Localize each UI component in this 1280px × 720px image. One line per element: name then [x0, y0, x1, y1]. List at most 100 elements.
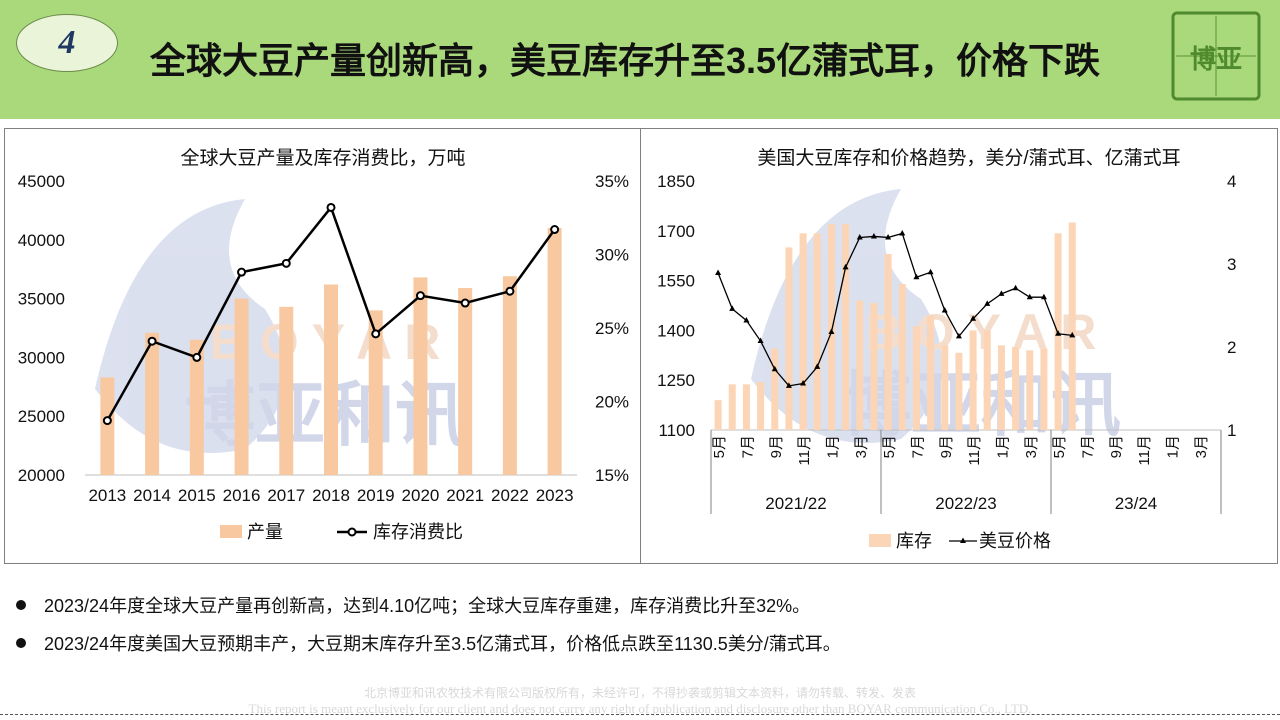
point-price	[715, 269, 722, 275]
point-price	[1026, 293, 1033, 300]
x-tick-label: 5月	[711, 435, 728, 458]
point-stock-ratio	[192, 352, 202, 362]
y-left-tick-label: 1250	[657, 371, 695, 390]
bar-production	[279, 306, 294, 475]
point-stock-ratio	[505, 286, 515, 296]
y-left-tick-label: 30000	[18, 348, 65, 367]
x-tick-label: 2020	[402, 486, 440, 505]
point-price	[941, 306, 948, 313]
x-tick-label: 2014	[133, 486, 171, 505]
point-price	[743, 316, 750, 323]
point-price	[984, 300, 991, 306]
global-soybean-chart-panel: B O Y A R博亚和讯全球大豆产量及库存消费比，万吨450004000035…	[4, 128, 642, 564]
bar-stock	[898, 283, 906, 430]
point-stock-ratio	[237, 267, 247, 277]
slide-number-badge: 4	[16, 14, 118, 72]
bar-stock	[827, 224, 835, 430]
bar-stock	[912, 326, 920, 430]
x-tick-label: 2017	[267, 486, 305, 505]
point-price	[955, 332, 962, 339]
x-tick-label: 3月	[1023, 435, 1040, 458]
chart-title: 全球大豆产量及库存消费比，万吨	[180, 147, 465, 169]
bar-production	[458, 288, 473, 475]
season-label: 2022/23	[935, 494, 996, 513]
x-tick-label: 7月	[1079, 435, 1096, 458]
x-tick-label: 2023	[536, 486, 574, 505]
point-price	[1055, 330, 1062, 336]
bar-stock	[856, 300, 864, 430]
point-price	[885, 233, 892, 240]
y-right-tick-label: 30%	[595, 246, 629, 265]
x-tick-label: 5月	[881, 435, 898, 458]
x-tick-label: 2018	[312, 486, 350, 505]
x-tick-label: 9月	[938, 435, 955, 458]
y-left-tick-label: 40000	[18, 231, 65, 250]
point-stock-ratio	[371, 329, 381, 339]
x-tick-label: 2022	[491, 486, 529, 505]
point-price	[842, 263, 849, 270]
point-price	[927, 268, 934, 275]
point-price	[1012, 284, 1019, 291]
bar-stock	[728, 384, 736, 430]
us-soybean-chart: B O Y A R博亚和讯美国大豆库存和价格趋势，美分/蒲式耳、亿蒲式耳1850…	[657, 147, 1236, 551]
point-price	[913, 273, 920, 280]
y-left-tick-label: 35000	[18, 290, 65, 309]
x-tick-label: 1月	[994, 435, 1011, 458]
bar-stock	[757, 381, 765, 430]
slide-number: 4	[58, 24, 76, 61]
bar-stock	[1068, 222, 1076, 430]
bar-stock	[742, 384, 750, 430]
x-tick-label: 7月	[909, 435, 926, 458]
bar-production	[189, 339, 204, 475]
point-price	[729, 305, 736, 311]
point-stock-ratio	[326, 202, 336, 212]
x-tick-label: 2021	[446, 486, 484, 505]
x-tick-label: 1月	[1164, 435, 1181, 458]
point-stock-ratio	[460, 298, 470, 308]
bar-stock	[842, 224, 850, 430]
y-left-tick-label: 25000	[18, 407, 65, 426]
x-tick-label: 3月	[853, 435, 870, 458]
page-title: 全球大豆产量创新高，美豆库存升至3.5亿蒲式耳，价格下跌	[150, 40, 1101, 81]
point-price	[870, 232, 877, 239]
x-tick-label: 11月	[1136, 435, 1153, 466]
point-stock-ratio	[281, 258, 291, 268]
x-tick-label: 11月	[796, 435, 813, 466]
x-tick-label: 7月	[739, 435, 756, 458]
bar-stock	[813, 233, 821, 430]
legend-marker-price	[960, 537, 966, 543]
point-price	[998, 290, 1005, 296]
y-right-tick-label: 2	[1227, 338, 1236, 357]
bar-production	[100, 377, 115, 475]
bar-production	[234, 298, 249, 475]
logo-text: 博亚	[1190, 44, 1242, 74]
point-price	[785, 382, 792, 388]
x-tick-label: 2015	[178, 486, 216, 505]
legend-label-production: 产量	[247, 522, 283, 542]
point-price	[970, 315, 977, 321]
y-right-tick-label: 4	[1227, 172, 1236, 191]
legend-swatch-production	[220, 525, 242, 538]
bullet-dot-icon	[16, 638, 26, 649]
bar-stock	[983, 330, 991, 430]
point-price	[771, 365, 778, 372]
point-price	[899, 229, 906, 236]
bullet-point: 2023/24年度美国大豆预期丰产，大豆期末库存升至3.5亿蒲式耳，价格低点跌至…	[16, 630, 841, 656]
bar-stock	[799, 233, 807, 430]
y-right-tick-label: 1	[1227, 421, 1236, 440]
footer-divider	[0, 714, 1280, 715]
point-price	[828, 328, 835, 335]
y-right-tick-label: 15%	[595, 466, 629, 485]
y-left-tick-label: 1400	[657, 321, 695, 340]
legend-label-price: 美豆价格	[979, 531, 1051, 551]
y-left-tick-label: 45000	[18, 172, 65, 191]
y-left-tick-label: 1850	[657, 172, 695, 191]
bar-stock	[1040, 348, 1048, 430]
bar-production	[324, 284, 338, 475]
bar-production	[413, 277, 428, 475]
bar-stock	[870, 303, 878, 430]
bar-stock	[714, 400, 722, 430]
bar-stock	[955, 352, 963, 430]
x-tick-label: 3月	[1193, 435, 1210, 458]
point-price	[814, 363, 821, 369]
